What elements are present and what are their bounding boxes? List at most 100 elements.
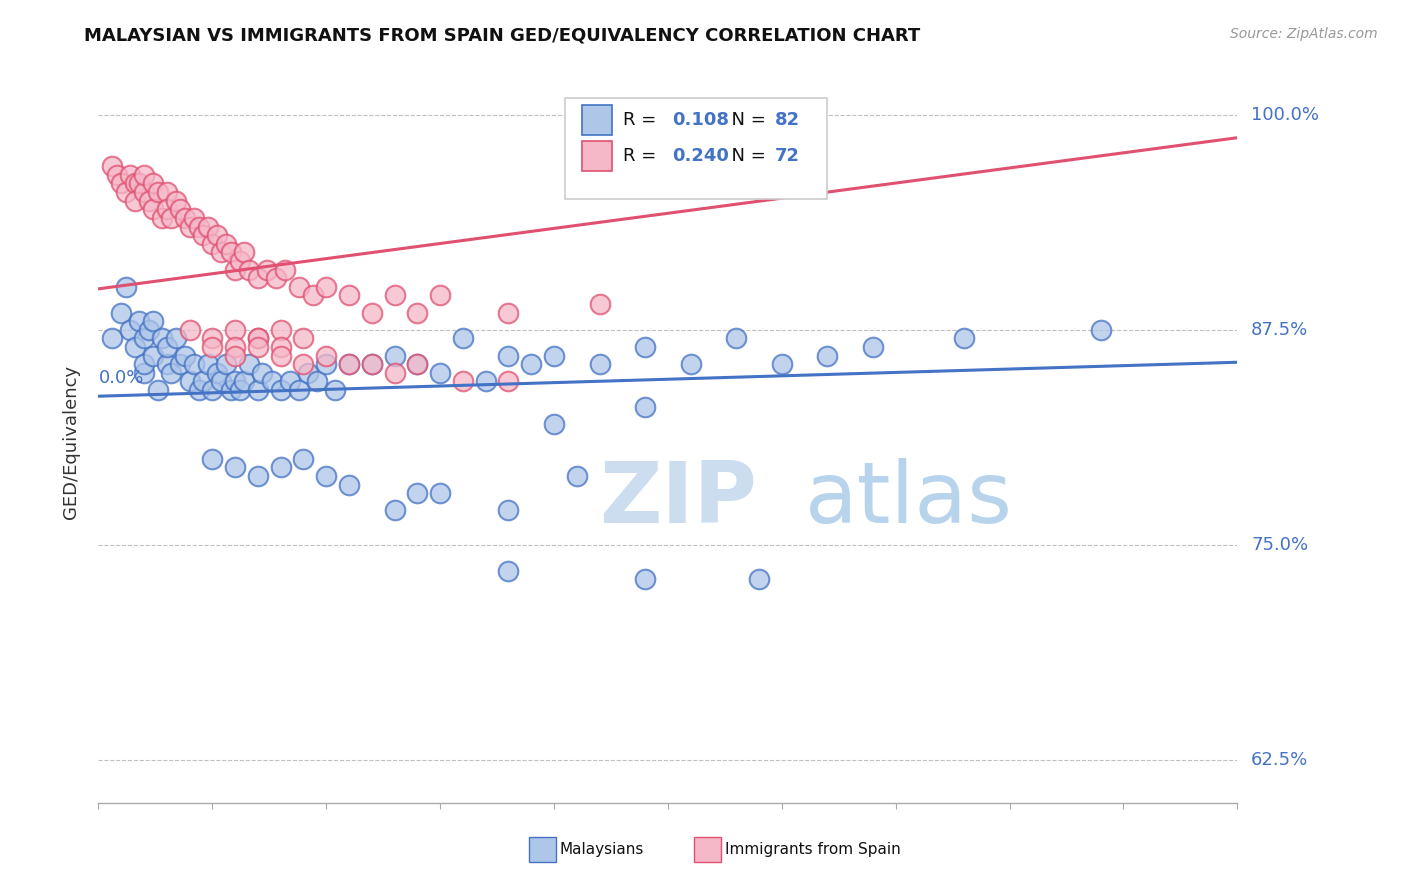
Point xyxy=(114,185,136,199)
Point xyxy=(224,323,246,337)
Point xyxy=(498,349,520,363)
Text: ZIP: ZIP xyxy=(599,458,758,541)
Point xyxy=(156,202,179,217)
Point xyxy=(384,366,406,380)
Point xyxy=(215,357,238,371)
Point xyxy=(201,340,224,354)
Point xyxy=(187,383,209,397)
Point xyxy=(274,262,297,277)
Point xyxy=(612,116,634,130)
Point xyxy=(360,305,382,319)
Point xyxy=(179,323,201,337)
Point xyxy=(256,262,278,277)
Point xyxy=(193,228,215,243)
FancyBboxPatch shape xyxy=(582,141,612,171)
Point xyxy=(520,357,543,371)
Point xyxy=(160,366,183,380)
Point xyxy=(169,357,191,371)
Point xyxy=(105,168,128,182)
Point xyxy=(429,486,451,500)
Point xyxy=(451,375,474,389)
Point xyxy=(128,314,150,328)
Point xyxy=(142,349,165,363)
Point xyxy=(498,503,520,517)
Point xyxy=(384,503,406,517)
Point xyxy=(156,340,179,354)
Point xyxy=(132,331,155,345)
Point xyxy=(862,340,884,354)
Point xyxy=(219,383,242,397)
Text: R =: R = xyxy=(623,111,662,129)
Point xyxy=(165,194,187,208)
Point xyxy=(132,366,155,380)
Point xyxy=(128,177,150,191)
Point xyxy=(315,349,337,363)
Point xyxy=(270,383,292,397)
Point xyxy=(246,340,269,354)
Point xyxy=(124,177,146,191)
Point xyxy=(360,357,382,371)
Point xyxy=(124,340,146,354)
Text: 100.0%: 100.0% xyxy=(1251,105,1319,124)
Point xyxy=(228,254,250,268)
Point xyxy=(183,211,205,225)
Point xyxy=(138,323,160,337)
Point xyxy=(101,331,124,345)
Point xyxy=(297,366,319,380)
Point xyxy=(815,349,838,363)
Point xyxy=(201,383,224,397)
Point xyxy=(215,236,238,251)
Point xyxy=(197,357,219,371)
Point xyxy=(224,349,246,363)
Point xyxy=(337,357,360,371)
Point xyxy=(150,331,173,345)
Point xyxy=(165,331,187,345)
Point xyxy=(114,279,136,293)
Point xyxy=(246,331,269,345)
Point xyxy=(337,288,360,302)
Text: Malaysians: Malaysians xyxy=(560,842,644,857)
Point xyxy=(101,159,124,173)
Point xyxy=(429,366,451,380)
Point xyxy=(205,366,228,380)
Point xyxy=(337,357,360,371)
Point xyxy=(160,211,183,225)
Point xyxy=(337,477,360,491)
Point xyxy=(132,168,155,182)
Point xyxy=(260,375,283,389)
Point xyxy=(292,451,315,466)
Point xyxy=(224,375,246,389)
Text: 0.108: 0.108 xyxy=(672,111,730,129)
Point xyxy=(209,375,232,389)
Point xyxy=(238,262,260,277)
Point xyxy=(219,245,242,260)
Point xyxy=(588,357,610,371)
Point xyxy=(498,564,520,578)
Point xyxy=(315,279,337,293)
Text: 87.5%: 87.5% xyxy=(1251,321,1309,339)
Point xyxy=(142,202,165,217)
Point xyxy=(288,383,311,397)
Text: R =: R = xyxy=(623,147,662,165)
Y-axis label: GED/Equivalency: GED/Equivalency xyxy=(62,365,80,518)
Point xyxy=(634,340,657,354)
Point xyxy=(252,366,274,380)
Point xyxy=(246,383,269,397)
Point xyxy=(124,194,146,208)
Point xyxy=(702,116,724,130)
Point xyxy=(770,357,793,371)
Point xyxy=(543,349,565,363)
Point xyxy=(142,314,165,328)
Point xyxy=(142,177,165,191)
Point xyxy=(209,245,232,260)
Text: MALAYSIAN VS IMMIGRANTS FROM SPAIN GED/EQUIVALENCY CORRELATION CHART: MALAYSIAN VS IMMIGRANTS FROM SPAIN GED/E… xyxy=(84,27,921,45)
Point xyxy=(543,417,565,432)
Point xyxy=(224,262,246,277)
Point xyxy=(323,383,346,397)
Point xyxy=(270,340,292,354)
Point xyxy=(224,340,246,354)
Point xyxy=(146,383,169,397)
Point xyxy=(1090,323,1112,337)
Point xyxy=(246,469,269,483)
Point xyxy=(150,211,173,225)
